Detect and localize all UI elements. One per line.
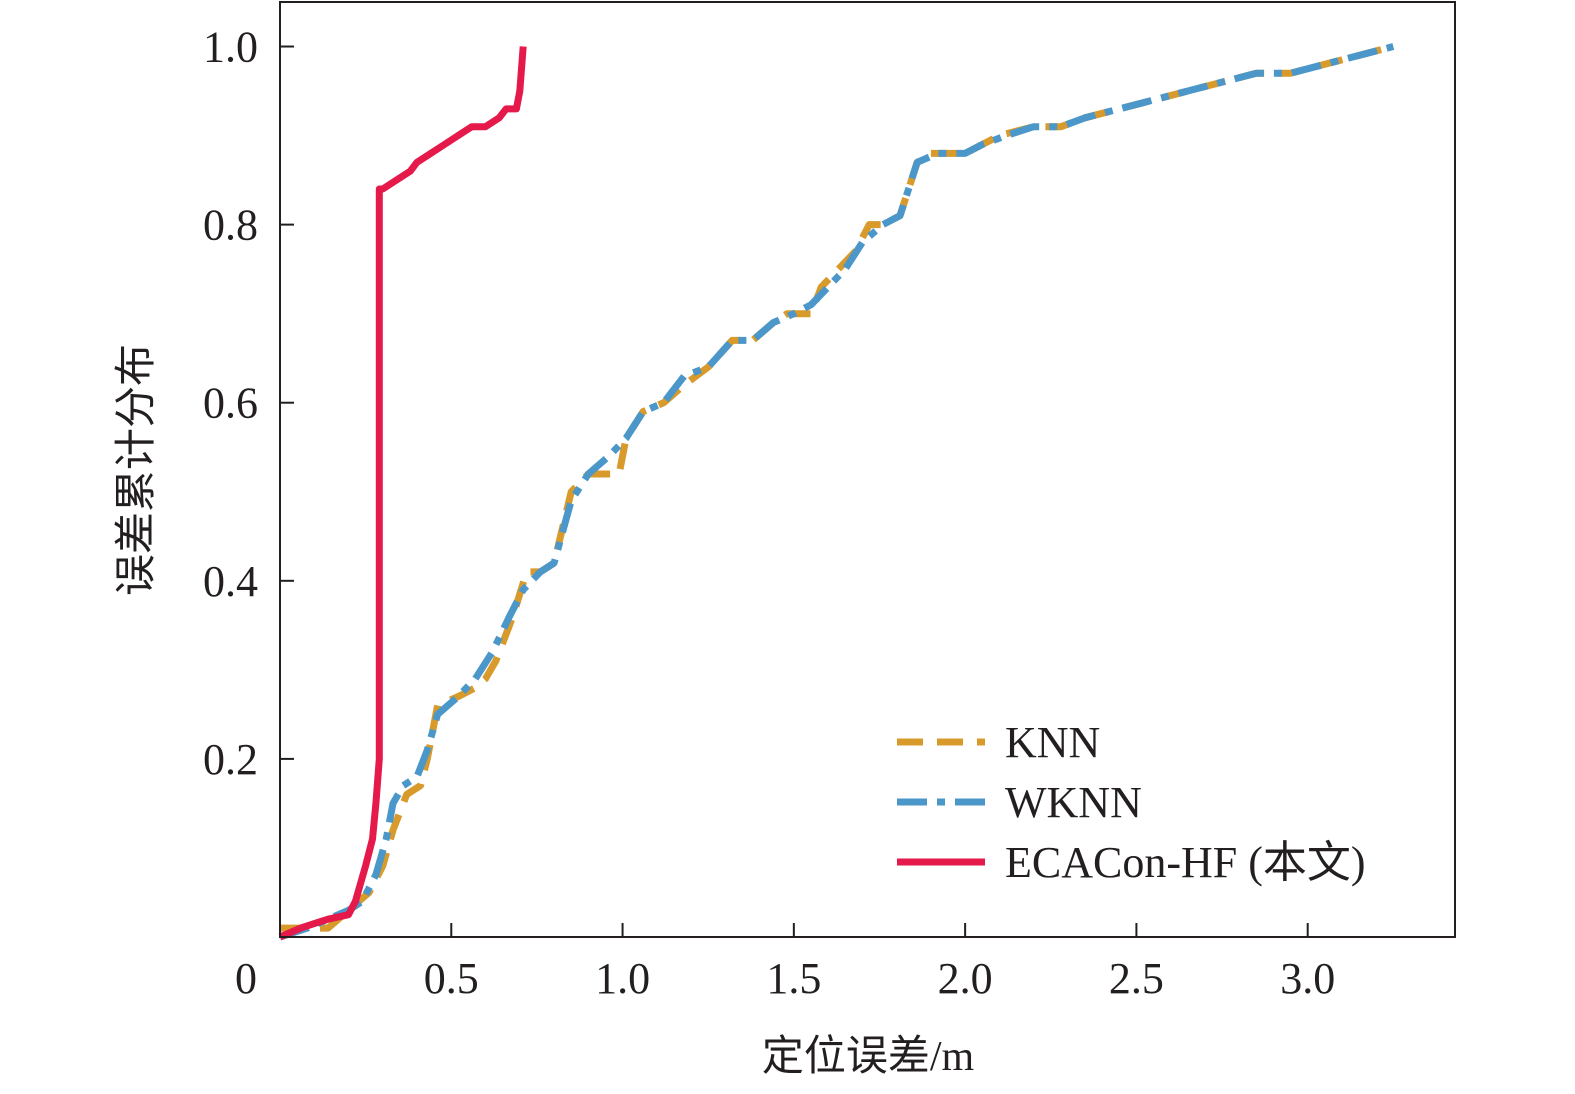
y-tick-label: 0.4 xyxy=(203,557,258,606)
series-line xyxy=(280,43,1395,932)
legend-label: WKNN xyxy=(1005,778,1142,827)
y-axis-label: 误差累计分布 xyxy=(114,344,160,596)
x-tick-label: 1.5 xyxy=(766,954,821,1003)
y-tick-label: 0.8 xyxy=(203,201,258,250)
y-tick-label: 1.0 xyxy=(203,23,258,72)
y-tick-label: 0.6 xyxy=(203,379,258,428)
series-layer xyxy=(278,43,1395,941)
x-axis: 0 0.5 1.0 1.5 2.0 2.5 3.0 xyxy=(235,923,1335,1003)
plot-frame xyxy=(279,1,1456,938)
x-tick-label: 0.5 xyxy=(424,954,479,1003)
y-tick-label: 0.2 xyxy=(203,735,258,784)
legend-label: ECACon-HF (本文) xyxy=(1005,838,1366,887)
x-tick-label: 2.5 xyxy=(1109,954,1164,1003)
x-tick-label: 1.0 xyxy=(595,954,650,1003)
x-tick-label: 3.0 xyxy=(1280,954,1335,1003)
series-line xyxy=(278,46,527,941)
legend-label: KNN xyxy=(1005,718,1100,767)
legend: KNN WKNN ECACon-HF (本文) xyxy=(897,718,1366,887)
y-axis: 0.2 0.4 0.6 0.8 1.0 xyxy=(203,23,294,784)
series-line xyxy=(278,43,1395,941)
x-tick-label: 0 xyxy=(235,954,257,1003)
x-tick-label: 2.0 xyxy=(938,954,993,1003)
x-axis-label: 定位误差/m xyxy=(762,1033,975,1080)
